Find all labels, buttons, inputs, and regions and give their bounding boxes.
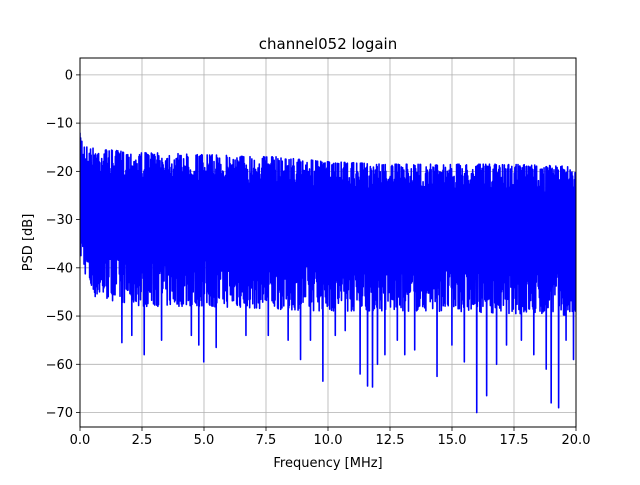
x-tick-label: 15.0 — [438, 433, 467, 448]
y-tick-label: −40 — [46, 261, 73, 276]
x-axis-label: Frequency [MHz] — [273, 456, 382, 471]
y-tick-label: −30 — [46, 213, 73, 228]
chart-title: channel052 logain — [259, 35, 398, 53]
y-axis-label: PSD [dB] — [21, 214, 36, 272]
x-tick-label: 5.0 — [194, 433, 215, 448]
y-tick-label: −20 — [46, 165, 73, 180]
y-tick-label: −70 — [46, 406, 73, 421]
x-tick-label: 12.5 — [376, 433, 405, 448]
y-tick-label: 0 — [65, 68, 73, 83]
x-tick-label: 7.5 — [256, 433, 277, 448]
y-tick-label: −60 — [46, 358, 73, 373]
y-tick-label: −10 — [46, 117, 73, 132]
x-tick-label: 20.0 — [562, 433, 591, 448]
x-tick-label: 10.0 — [314, 433, 343, 448]
x-tick-label: 0.0 — [70, 433, 91, 448]
y-tick-label: −50 — [46, 310, 73, 325]
x-tick-label: 2.5 — [132, 433, 153, 448]
x-tick-label: 17.5 — [500, 433, 529, 448]
